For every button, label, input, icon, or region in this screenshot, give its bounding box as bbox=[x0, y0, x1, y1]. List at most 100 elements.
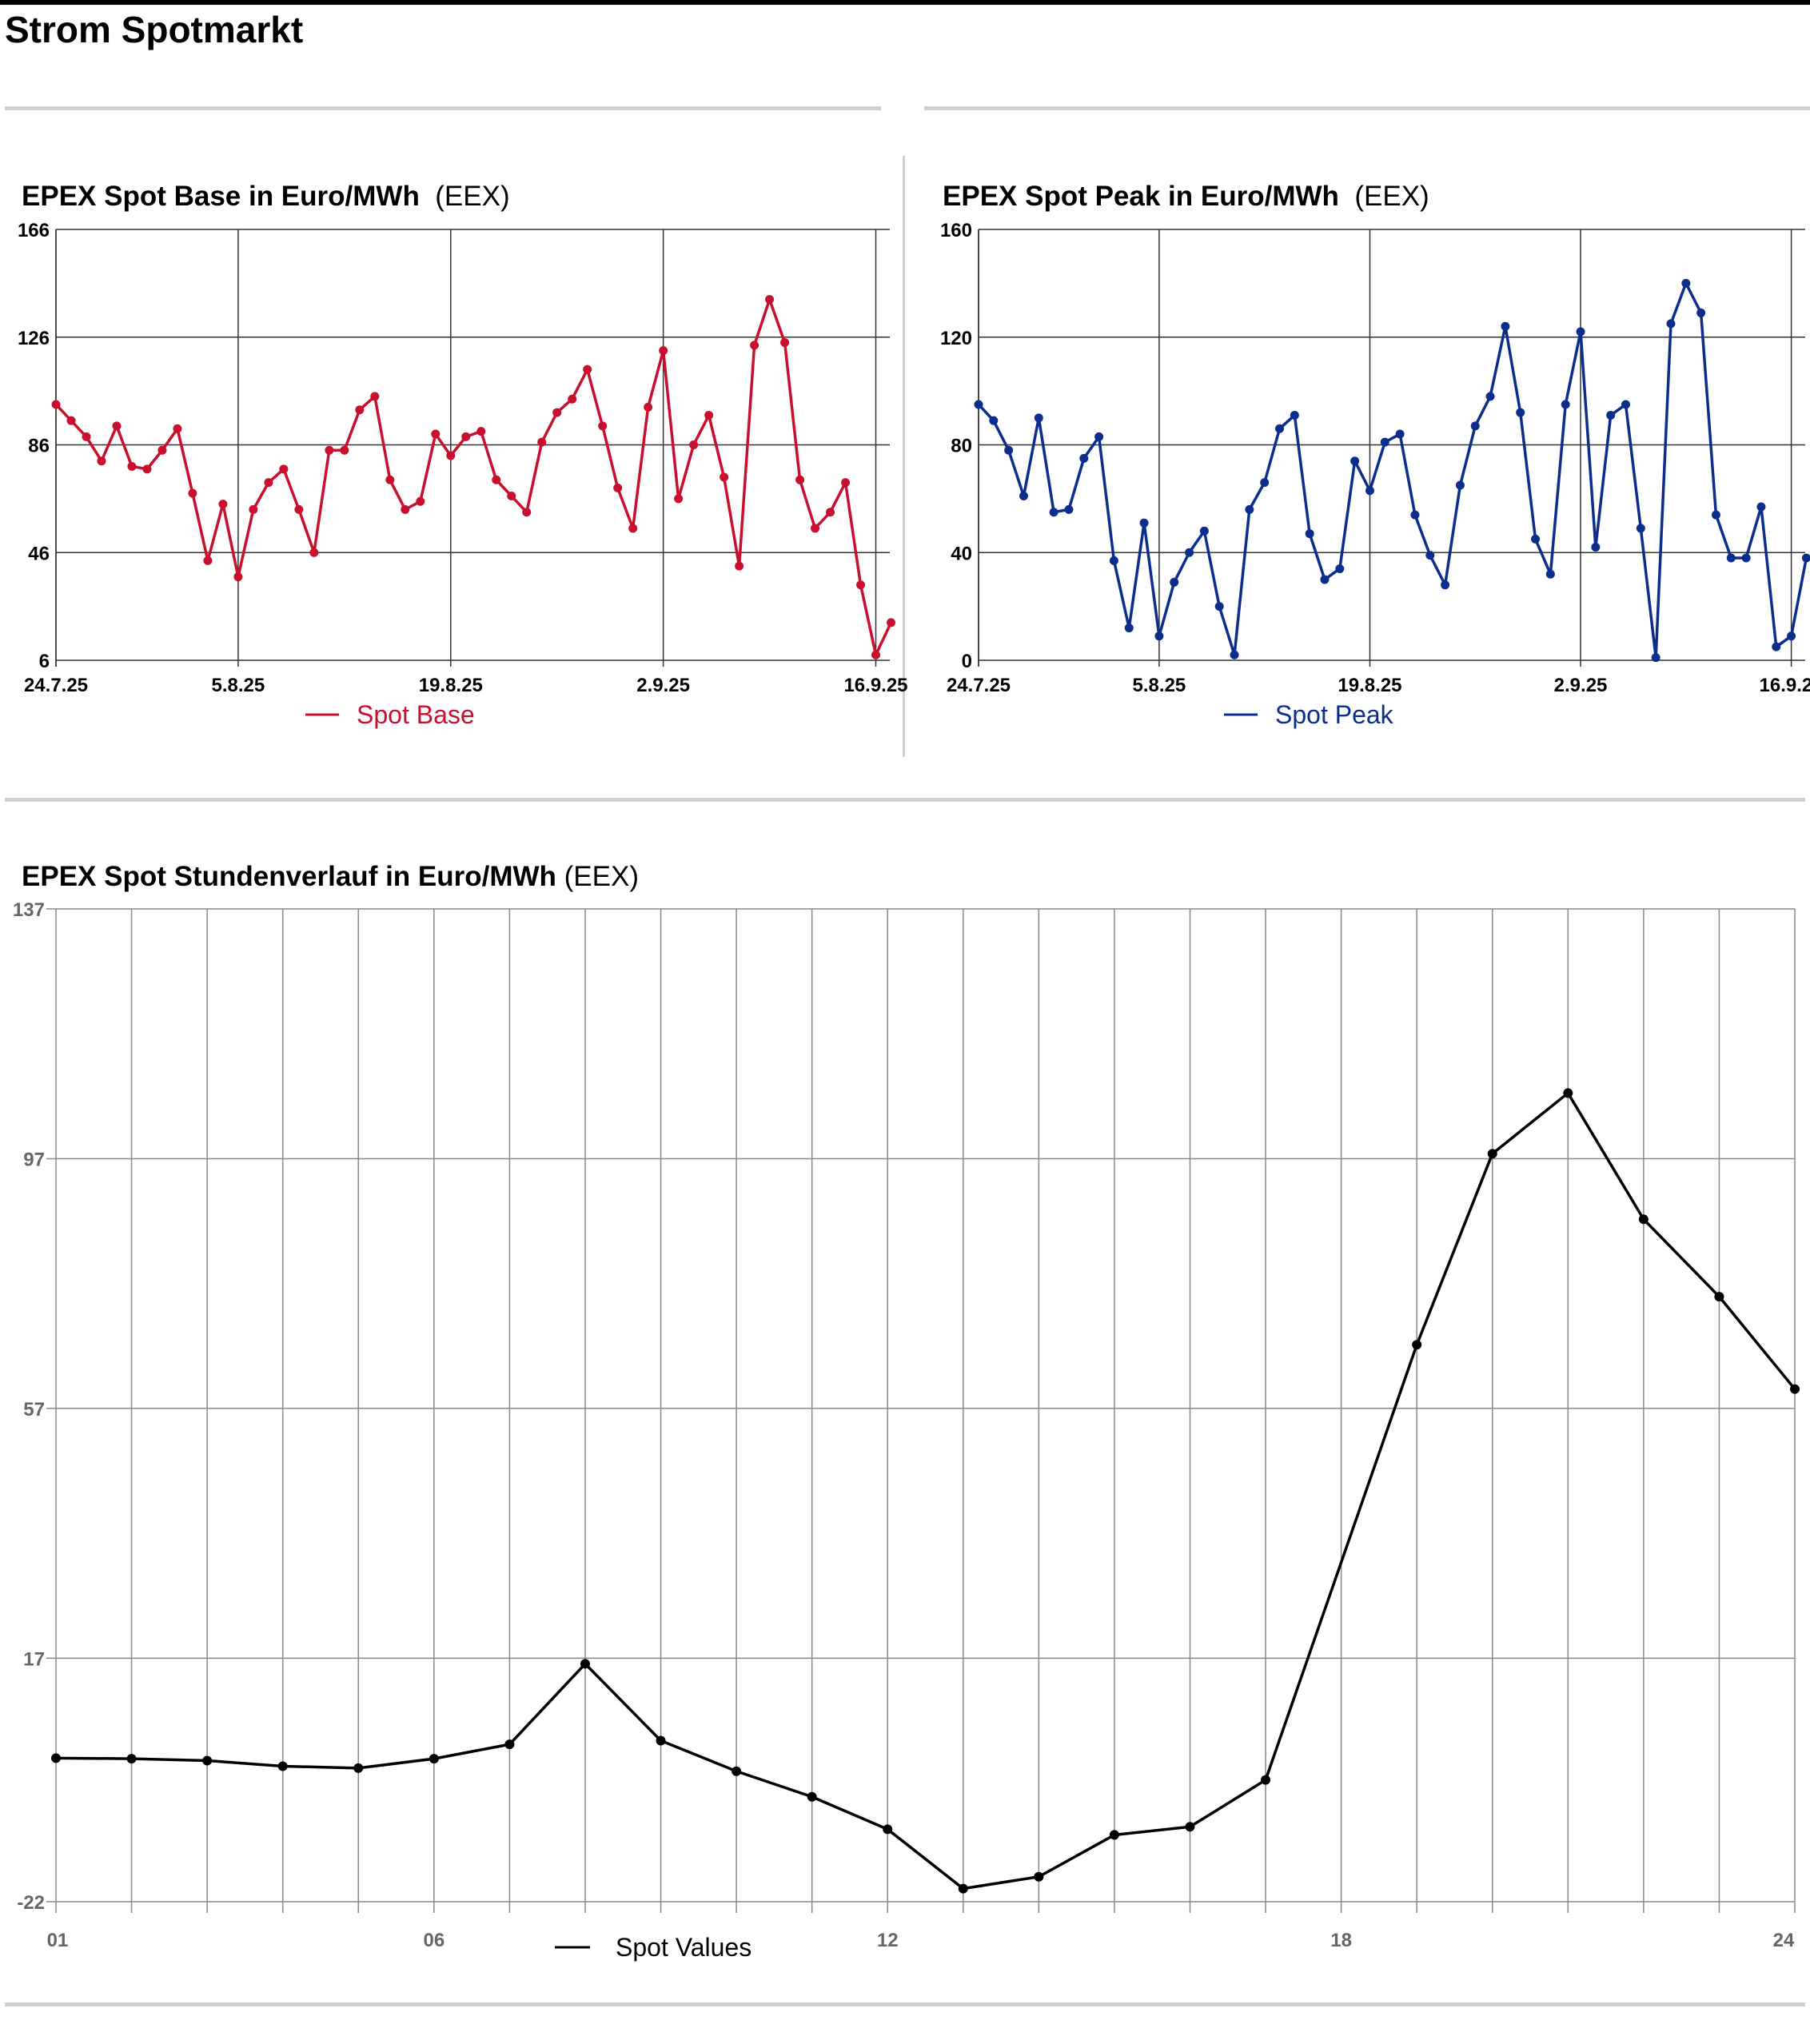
peak-y-tick-label: 80 bbox=[951, 436, 972, 457]
peak-data-point bbox=[1801, 553, 1810, 563]
base-data-point bbox=[841, 478, 851, 488]
peak-data-point bbox=[1455, 480, 1465, 490]
peak-data-point bbox=[1350, 456, 1360, 466]
base-data-point bbox=[507, 492, 516, 501]
hourly-chart: -22 17 57 97 137 01 06 12 18 24 Spot Values bbox=[13, 899, 1800, 1962]
peak-data-point bbox=[1320, 575, 1330, 584]
base-data-point bbox=[233, 572, 243, 582]
base-data-point bbox=[492, 475, 501, 484]
base-data-point bbox=[871, 650, 881, 659]
base-x-tick-label: 16.9.25 bbox=[843, 675, 907, 696]
base-data-point bbox=[325, 445, 334, 455]
hourly-data-point bbox=[1185, 1822, 1195, 1832]
peak-data-point bbox=[1154, 632, 1164, 641]
base-chart-title-main: EPEX Spot Base in Euro/MWh bbox=[22, 181, 420, 212]
peak-data-point bbox=[1772, 642, 1781, 651]
peak-y-tick-label: 160 bbox=[940, 220, 972, 241]
base-data-point bbox=[750, 341, 759, 350]
peak-x-tick-label: 16.9.25 bbox=[1760, 675, 1810, 696]
peak-data-point bbox=[1335, 564, 1345, 573]
hourly-data-point bbox=[1563, 1088, 1573, 1098]
peak-data-point bbox=[1260, 478, 1270, 488]
base-series-line bbox=[54, 297, 893, 657]
peak-data-point bbox=[1079, 453, 1089, 463]
peak-y-tick-label: 120 bbox=[940, 328, 972, 349]
hourly-data-point bbox=[51, 1753, 61, 1763]
hourly-data-point bbox=[202, 1755, 213, 1766]
base-data-point bbox=[856, 580, 866, 590]
hourly-data-point bbox=[1261, 1775, 1271, 1785]
base-data-point bbox=[203, 556, 213, 565]
base-data-point bbox=[401, 504, 410, 514]
base-y-tick-label: 166 bbox=[18, 220, 50, 241]
base-data-point bbox=[613, 483, 623, 492]
base-data-point bbox=[598, 421, 608, 431]
peak-data-point bbox=[1365, 486, 1374, 496]
peak-y-tick-label: 0 bbox=[962, 651, 972, 672]
peak-data-point bbox=[989, 416, 999, 425]
divider-top-right bbox=[924, 106, 1810, 110]
peak-data-point bbox=[1094, 432, 1104, 441]
peak-data-point bbox=[1245, 504, 1254, 514]
peak-data-point bbox=[1275, 424, 1285, 433]
base-data-point bbox=[309, 548, 319, 557]
base-data-point bbox=[461, 432, 471, 441]
hourly-data-point bbox=[1790, 1384, 1800, 1394]
hourly-x-tick-label: 06 bbox=[423, 1930, 445, 1951]
base-data-point bbox=[826, 508, 835, 517]
hourly-data-point bbox=[807, 1791, 817, 1802]
base-data-point bbox=[249, 504, 258, 514]
base-data-point bbox=[294, 504, 304, 514]
peak-data-point bbox=[1410, 510, 1420, 520]
divider-vertical bbox=[903, 156, 905, 757]
peak-data-point bbox=[1230, 650, 1239, 659]
peak-data-point bbox=[1591, 543, 1601, 552]
peak-data-point bbox=[1034, 413, 1043, 423]
peak-chart-title: EPEX Spot Peak in Euro/MWh (EEX) bbox=[943, 181, 1429, 213]
peak-legend-label: Spot Peak bbox=[1275, 700, 1394, 729]
hourly-data-point bbox=[656, 1735, 666, 1746]
peak-data-point bbox=[1305, 529, 1314, 539]
base-data-point bbox=[552, 408, 562, 417]
peak-data-point bbox=[1651, 653, 1660, 663]
hourly-chart-title-source: (EEX) bbox=[564, 861, 640, 892]
base-x-tick-label: 2.9.25 bbox=[636, 675, 690, 696]
peak-data-point bbox=[1787, 632, 1796, 641]
peak-data-point bbox=[1696, 308, 1706, 317]
base-data-point bbox=[720, 472, 729, 482]
peak-data-point bbox=[1726, 553, 1736, 563]
base-data-point bbox=[97, 456, 106, 466]
base-data-point bbox=[568, 394, 577, 404]
divider-middle bbox=[5, 798, 1805, 802]
peak-data-point bbox=[1139, 518, 1149, 528]
peak-data-point bbox=[1606, 410, 1616, 420]
hourly-x-tick-label: 12 bbox=[877, 1930, 899, 1951]
hourly-series-line bbox=[55, 1091, 1796, 1891]
peak-data-point bbox=[1290, 410, 1299, 420]
base-x-tick-label: 24.7.25 bbox=[24, 675, 88, 696]
peak-x-tick-label: 24.7.25 bbox=[947, 675, 1011, 696]
hourly-data-point bbox=[958, 1883, 968, 1894]
base-data-point bbox=[537, 437, 547, 447]
peak-data-point bbox=[1214, 602, 1224, 612]
base-data-point bbox=[674, 494, 684, 504]
hourly-data-point bbox=[126, 1754, 137, 1764]
peak-data-point bbox=[1185, 548, 1194, 557]
base-data-point bbox=[127, 461, 137, 471]
hourly-legend-label: Spot Values bbox=[616, 1933, 752, 1962]
base-legend-label: Spot Base bbox=[357, 700, 475, 729]
peak-data-point bbox=[1576, 327, 1585, 337]
base-data-point bbox=[659, 346, 668, 356]
hourly-data-point bbox=[1487, 1149, 1497, 1159]
base-data-point bbox=[173, 424, 182, 433]
base-data-point bbox=[446, 451, 456, 460]
peak-data-point bbox=[1561, 400, 1570, 409]
peak-data-point bbox=[1516, 408, 1525, 417]
base-data-point bbox=[704, 410, 714, 420]
base-data-point bbox=[340, 445, 349, 455]
peak-data-point bbox=[1741, 553, 1751, 563]
base-data-point bbox=[82, 432, 91, 441]
peak-data-point bbox=[1380, 437, 1389, 447]
peak-data-point bbox=[1485, 392, 1495, 401]
